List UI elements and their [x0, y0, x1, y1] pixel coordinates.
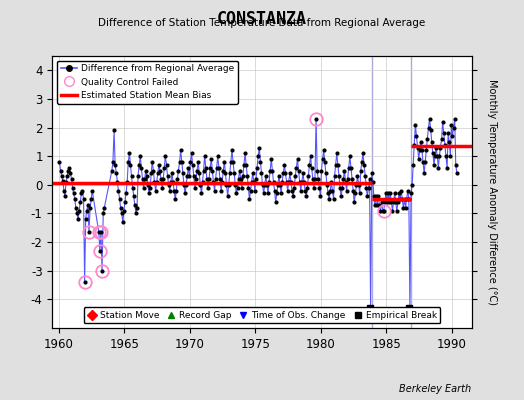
Text: Berkeley Earth: Berkeley Earth — [399, 384, 472, 394]
Text: CONSTANZA: CONSTANZA — [217, 10, 307, 28]
Y-axis label: Monthly Temperature Anomaly Difference (°C): Monthly Temperature Anomaly Difference (… — [487, 79, 497, 305]
Text: Difference of Station Temperature Data from Regional Average: Difference of Station Temperature Data f… — [99, 18, 425, 28]
Legend: Station Move, Record Gap, Time of Obs. Change, Empirical Break: Station Move, Record Gap, Time of Obs. C… — [83, 307, 441, 324]
